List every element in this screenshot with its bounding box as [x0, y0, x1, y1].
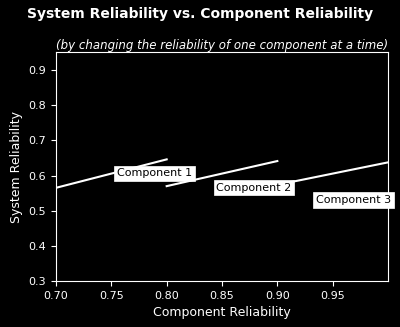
Y-axis label: System Reliability: System Reliability: [10, 111, 23, 223]
Title: (by changing the reliability of one component at a time): (by changing the reliability of one comp…: [56, 39, 388, 52]
Text: Component 3: Component 3: [316, 195, 391, 205]
Text: Component 2: Component 2: [216, 183, 292, 193]
Text: Component 1: Component 1: [117, 168, 192, 178]
X-axis label: Component Reliability: Component Reliability: [153, 306, 291, 319]
Text: System Reliability vs. Component Reliability: System Reliability vs. Component Reliabi…: [27, 7, 373, 21]
